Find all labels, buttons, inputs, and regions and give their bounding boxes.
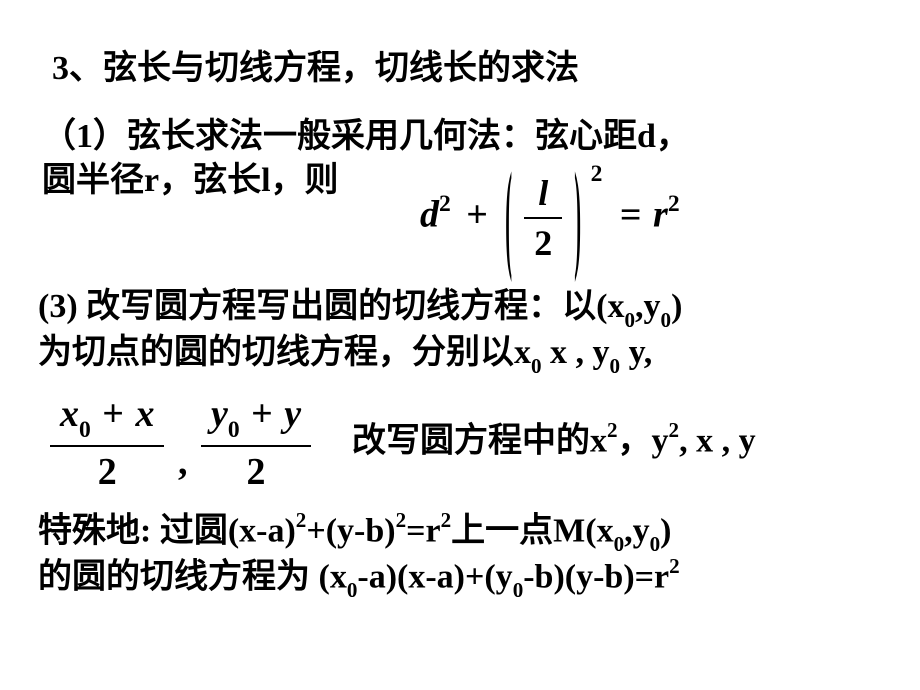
item-3-l1-c: ,y <box>635 288 661 325</box>
item-3-l4-c: =r <box>406 512 440 549</box>
item-3-line-4: 特殊地: 过圆(x-a)2+(y-b)2=r2上一点M(x0,y0) <box>38 512 672 553</box>
eq1-r-exp: 2 <box>668 191 680 217</box>
item-3-tag: (3) <box>38 288 78 325</box>
item-3-l4-sup-b: 2 <box>396 508 407 532</box>
eq1-d: d <box>420 194 439 236</box>
item-3-l2-b: x , y <box>542 334 610 371</box>
item-3-l1-sub0a: 0 <box>624 308 635 332</box>
eq1-d-exp: 2 <box>439 191 451 217</box>
eq1-lparen: ( <box>506 151 513 288</box>
eq2-f1-den: 2 <box>50 447 164 496</box>
item-3-line-1: (3) 改写圆方程写出圆的切线方程：以(x0,y0) <box>38 290 682 329</box>
item-3-line-5: 的圆的切线方程为 (x0-a)(x-a)+(y0-b)(y-b)=r2 <box>38 558 680 599</box>
equation-chord: d2 + ( l 2 ) 2 = r2 <box>420 170 680 266</box>
item-3-l5-a: 的圆的切线方程为 (x <box>38 558 347 595</box>
item-3-l3-b: ，y <box>618 422 669 459</box>
item-3-l4-e: ,y <box>624 512 650 549</box>
eq1-frac-num: l <box>524 170 562 219</box>
eq2-f1-sub: 0 <box>79 417 91 443</box>
item-3-line-3: 改写圆方程中的x2，y2, x , y <box>352 422 756 458</box>
item-3-l2-a: 为切点的圆的切线方程，分别以x <box>38 334 531 371</box>
item-3-l1-d: ) <box>671 288 682 325</box>
eq1-paren-exp: 2 <box>591 161 603 187</box>
item-3-l4-sup-c: 2 <box>441 508 452 532</box>
item-3-l4-a: 特殊地: 过圆(x-a) <box>38 512 296 549</box>
slide-page: 3、弦长与切线方程，切线长的求法 （1）弦长求法一般采用几何法：弦心距d， 圆半… <box>0 0 920 690</box>
item-3-l5-c: -b)(y-b)=r <box>523 558 669 595</box>
eq1-eq: = <box>614 194 644 236</box>
eq2-f2-y: y <box>211 393 228 435</box>
item-3-l5-sub-a: 0 <box>347 578 358 602</box>
item-3-l1-b: 改写圆方程写出圆的切线方程：以(x <box>78 288 625 325</box>
equation-midpoint: x0 + x 2 , y0 + y 2 <box>50 390 311 496</box>
eq1-rparen: ) <box>574 151 581 288</box>
eq1-r: r <box>653 194 668 236</box>
item-3-l3-c: , x , y <box>679 422 756 459</box>
item-3-l5-sub-b: 0 <box>513 578 524 602</box>
item-3-l1-sub0b: 0 <box>661 308 672 332</box>
eq2-f2-den: 2 <box>201 447 311 496</box>
item-3-l3-a: 改写圆方程中的x <box>352 422 607 459</box>
eq2-f2-sub: 0 <box>228 417 240 443</box>
item-3-line-2: 为切点的圆的切线方程，分别以x0 x , y0 y, <box>38 336 652 375</box>
item-3-l2-sub0a: 0 <box>531 354 542 378</box>
eq1-frac-den: 2 <box>524 219 562 266</box>
item-3-l4-sub-b: 0 <box>650 532 661 556</box>
item-3-l3-sup-b: 2 <box>669 418 680 442</box>
item-1-line-1: （1）弦长求法一般采用几何法：弦心距d， <box>42 120 690 154</box>
item-3-l4-b: +(y-b) <box>306 512 395 549</box>
item-3-l2-sub0b: 0 <box>610 354 621 378</box>
item-3-l4-sup-a: 2 <box>296 508 307 532</box>
item-3-l4-sub-a: 0 <box>614 532 625 556</box>
item-3-l5-sup: 2 <box>669 554 680 578</box>
eq1-plus: + <box>460 194 494 236</box>
eq2-f1-x: x <box>60 393 79 435</box>
item-3-l4-f: ) <box>660 512 671 549</box>
item-3-l4-d: 上一点M(x <box>451 512 613 549</box>
section-heading: 3、弦长与切线方程，切线长的求法 <box>52 52 579 86</box>
eq2-comma: , <box>174 441 192 483</box>
item-1-line-2: 圆半径r，弦长l，则 <box>42 164 339 198</box>
item-3-l2-c: y, <box>620 334 652 371</box>
item-3-l5-b: -a)(x-a)+(y <box>357 558 512 595</box>
item-3-l3-sup-a: 2 <box>607 418 618 442</box>
